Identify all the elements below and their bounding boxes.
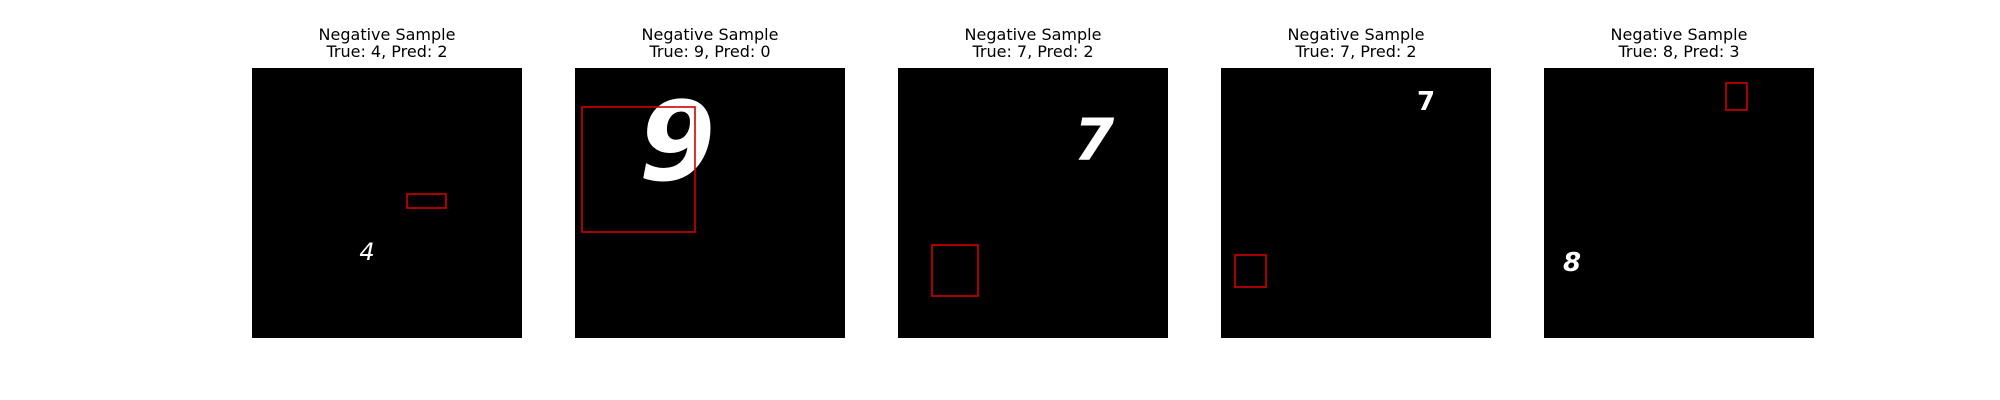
panel-1-digit: 4 bbox=[359, 238, 374, 266]
panel-5: Negative Sample True: 8, Pred: 3 8 bbox=[1544, 26, 1814, 338]
panel-1-prediction-box bbox=[406, 193, 447, 209]
panel-4-digit: 7 bbox=[1417, 87, 1435, 117]
panel-2-labels: True: 9, Pred: 0 bbox=[649, 42, 771, 61]
panel-4-labels: True: 7, Pred: 2 bbox=[1295, 42, 1417, 61]
panel-4-prediction-box bbox=[1234, 254, 1267, 288]
panel-3-background bbox=[898, 68, 1168, 338]
panel-1: Negative Sample True: 4, Pred: 2 4 bbox=[252, 26, 522, 338]
panel-3-digit: 7 bbox=[1074, 106, 1115, 174]
panel-4-heading: Negative Sample bbox=[1287, 25, 1425, 44]
panel-4-title: Negative Sample True: 7, Pred: 2 bbox=[1191, 26, 1521, 60]
panel-3-heading: Negative Sample bbox=[964, 25, 1102, 44]
panel-2-heading: Negative Sample bbox=[641, 25, 779, 44]
panel-2-image: 9 bbox=[575, 68, 845, 338]
panel-4-image: 7 bbox=[1221, 68, 1491, 338]
panel-2-background bbox=[575, 68, 845, 338]
panel-3-labels: True: 7, Pred: 2 bbox=[972, 42, 1094, 61]
panel-5-prediction-box bbox=[1725, 82, 1748, 111]
panel-4: Negative Sample True: 7, Pred: 2 7 bbox=[1221, 26, 1491, 338]
panel-3-image: 7 bbox=[898, 68, 1168, 338]
panel-1-heading: Negative Sample bbox=[318, 25, 456, 44]
panel-2-prediction-box bbox=[581, 106, 696, 233]
panel-5-labels: True: 8, Pred: 3 bbox=[1618, 42, 1740, 61]
panel-2-title: Negative Sample True: 9, Pred: 0 bbox=[545, 26, 875, 60]
panel-5-heading: Negative Sample bbox=[1610, 25, 1748, 44]
panel-2-digit: 9 bbox=[639, 78, 716, 206]
panel-4-background bbox=[1221, 68, 1491, 338]
panel-5-background bbox=[1544, 68, 1814, 338]
panel-3-prediction-box bbox=[931, 244, 979, 297]
panel-1-background bbox=[252, 68, 522, 338]
panel-3-title: Negative Sample True: 7, Pred: 2 bbox=[868, 26, 1198, 60]
panel-5-title: Negative Sample True: 8, Pred: 3 bbox=[1514, 26, 1844, 60]
panel-1-labels: True: 4, Pred: 2 bbox=[326, 42, 448, 61]
panel-5-image: 8 bbox=[1544, 68, 1814, 338]
panel-3: Negative Sample True: 7, Pred: 2 7 bbox=[898, 26, 1168, 338]
panel-5-digit: 8 bbox=[1563, 248, 1581, 278]
panel-2: Negative Sample True: 9, Pred: 0 9 bbox=[575, 26, 845, 338]
panel-1-image: 4 bbox=[252, 68, 522, 338]
panel-1-title: Negative Sample True: 4, Pred: 2 bbox=[222, 26, 552, 60]
